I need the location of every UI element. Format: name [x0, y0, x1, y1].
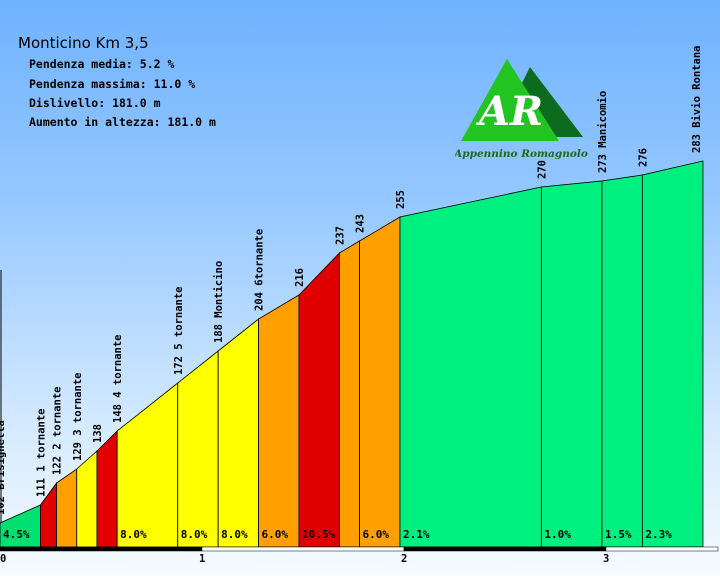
- waypoint-elevation-label: 102 Brisighella: [0, 420, 7, 515]
- x-tick-label: 3: [603, 553, 609, 565]
- waypoint-elevation-label: 243: [355, 214, 367, 233]
- waypoint-elevation-label: 122 2 tornante: [52, 386, 64, 475]
- waypoint-elevation-label: 129 3 tornante: [72, 372, 84, 461]
- waypoint-elevation-label: 204 6tornante: [254, 229, 266, 311]
- profile-segment: [116, 382, 179, 548]
- profile-segment: [217, 318, 259, 548]
- waypoint-elevation-label: 273 Manicomio: [597, 91, 609, 173]
- segment-grade-label: 1.0%: [544, 528, 571, 541]
- appennino-romagnolo-logo: AR Appennino Romagnolo: [455, 59, 588, 160]
- logo-caption: Appennino Romagnolo: [455, 148, 588, 160]
- profile-segment: [56, 468, 78, 548]
- segment-grade-label: 2.3%: [645, 528, 672, 541]
- profile-segment: [177, 350, 219, 548]
- waypoint-elevation-label: 255: [395, 190, 407, 209]
- profile-segment: [338, 240, 360, 548]
- km-scale-bar: [201, 546, 405, 552]
- waypoint-elevation-label: 148 4 tornante: [112, 334, 124, 423]
- km-scale-bar: [0, 546, 203, 552]
- elevation-gain-stat: Dislivello: 181.0 m: [29, 96, 161, 110]
- altitude-increase-stat: Aumento in altezza: 181.0 m: [29, 115, 216, 129]
- profile-segment: [258, 294, 300, 548]
- profile-segment: [76, 450, 98, 548]
- waypoint-elevation-label: 237: [334, 226, 346, 245]
- segment-grade-label: 4.5%: [3, 528, 30, 541]
- profile-segment: [359, 216, 401, 548]
- segment-grade-label: 1.5%: [605, 528, 632, 541]
- x-tick-label: 2: [401, 553, 407, 565]
- profile-segment: [540, 180, 603, 548]
- waypoint-elevation-label: 270: [536, 160, 548, 179]
- average-grade-stat: Pendenza media: 5.2 %: [29, 57, 175, 71]
- x-tick-label: 1: [199, 553, 205, 565]
- logo-front-mountain: [461, 59, 559, 141]
- profile-segment: [96, 430, 118, 548]
- waypoint-elevation-label: 188 Monticino: [213, 261, 225, 343]
- profile-segment: [641, 160, 704, 548]
- segment-grade-label: 8.0%: [120, 528, 147, 541]
- x-tick-label: 0: [0, 553, 6, 565]
- waypoint-elevation-label: 283 Bivio Rontana: [691, 46, 703, 153]
- waypoint-elevation-label: 216: [294, 268, 306, 287]
- segment-grade-label: 6.0%: [262, 528, 289, 541]
- km-scale-bar: [403, 546, 607, 552]
- segment-grade-label: 8.0%: [221, 528, 248, 541]
- profile-segment: [601, 174, 643, 548]
- waypoint-elevation-label: 172 5 tornante: [173, 286, 185, 375]
- waypoint-elevation-label: 111 1 tornante: [35, 408, 47, 497]
- segment-grade-label: 6.0%: [363, 528, 390, 541]
- waypoint-elevation-label: 138: [92, 424, 104, 443]
- waypoint-elevation-label: 276: [637, 148, 649, 167]
- max-grade-stat: Pendenza massima: 11.0 %: [29, 77, 196, 91]
- route-title: Monticino Km 3,5: [18, 34, 149, 52]
- segment-grade-label: 2.1%: [403, 528, 430, 541]
- profile-segment: [399, 186, 542, 548]
- segment-grade-label: 10.5%: [302, 528, 335, 541]
- segment-grade-label: 8.0%: [181, 528, 208, 541]
- profile-segment: [298, 252, 340, 548]
- logo-letters: AR: [475, 88, 543, 135]
- km-scale-bar: [605, 546, 719, 552]
